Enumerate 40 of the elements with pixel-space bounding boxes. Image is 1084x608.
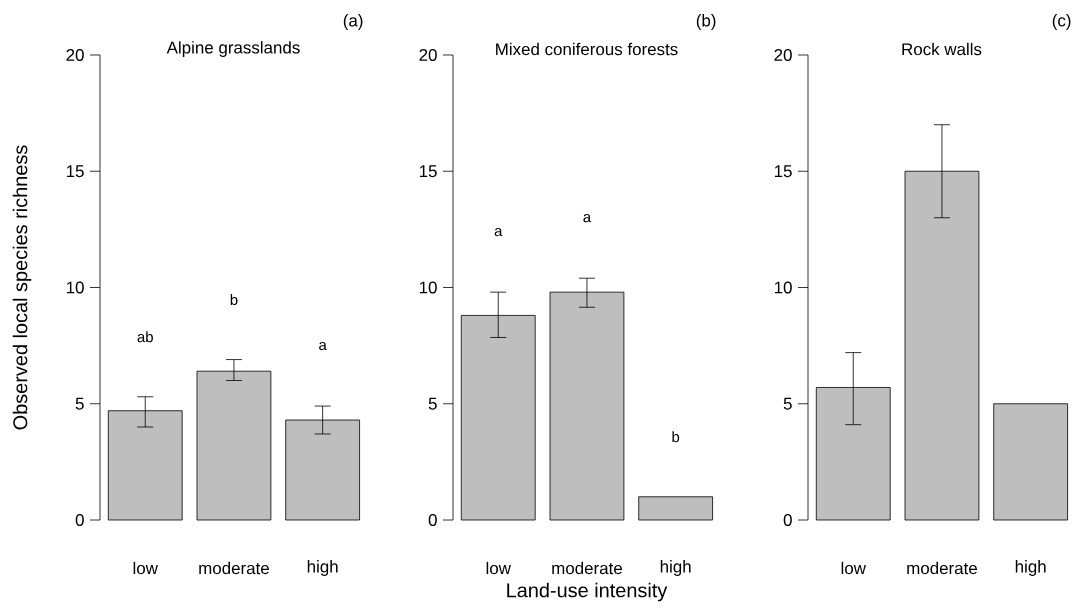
x-tick-label: low: [486, 561, 511, 575]
y-tick-label: 15: [419, 165, 437, 178]
annotation: ab: [137, 331, 153, 343]
y-tick-label: 10: [774, 281, 792, 294]
y-tick-label: 10: [419, 281, 437, 294]
chart-title: Mixed coniferous forests: [496, 42, 678, 56]
x-tick-label: moderate: [552, 561, 622, 575]
y-tick-label: 20: [66, 49, 84, 61]
annotation: a: [583, 214, 592, 223]
chart-title: Alpine grasslands: [166, 41, 300, 57]
annotation: a: [494, 228, 503, 237]
y-tick-label: 0: [783, 514, 792, 526]
y-tick-label: 15: [66, 165, 84, 178]
x-tick-label: low: [841, 561, 866, 575]
chart-title: Rock walls: [902, 42, 982, 56]
annotation: b: [672, 431, 680, 443]
x-tick-label: moderate: [907, 561, 977, 575]
y-tick-label: 15: [774, 165, 792, 178]
x-tick-label: high: [660, 560, 691, 576]
text: (b): [696, 14, 716, 30]
y-tick-label: 0: [428, 514, 437, 526]
y-tick-label: 5: [75, 397, 84, 410]
y-tick-label: 20: [419, 49, 437, 61]
x-axis-title: Land-use intensity: [507, 582, 668, 602]
y-tick-label: 0: [75, 514, 84, 526]
x-tick-label: moderate: [199, 561, 269, 575]
text: (c): [1052, 14, 1071, 30]
annotation: a: [319, 341, 327, 351]
x-tick-label: high: [307, 560, 338, 576]
y-tick-label: 10: [66, 281, 84, 294]
bar: [638, 496, 713, 521]
y-tick-label: 20: [774, 49, 792, 61]
y-axis-title: Observed local species richness: [12, 145, 32, 430]
bar: [993, 403, 1068, 521]
text: (a): [343, 14, 363, 30]
annotation: b: [230, 294, 238, 306]
y-tick-label: 5: [428, 397, 437, 410]
y-tick-label: 5: [783, 397, 792, 410]
x-tick-label: low: [133, 561, 158, 575]
x-tick-label: high: [1015, 560, 1046, 576]
